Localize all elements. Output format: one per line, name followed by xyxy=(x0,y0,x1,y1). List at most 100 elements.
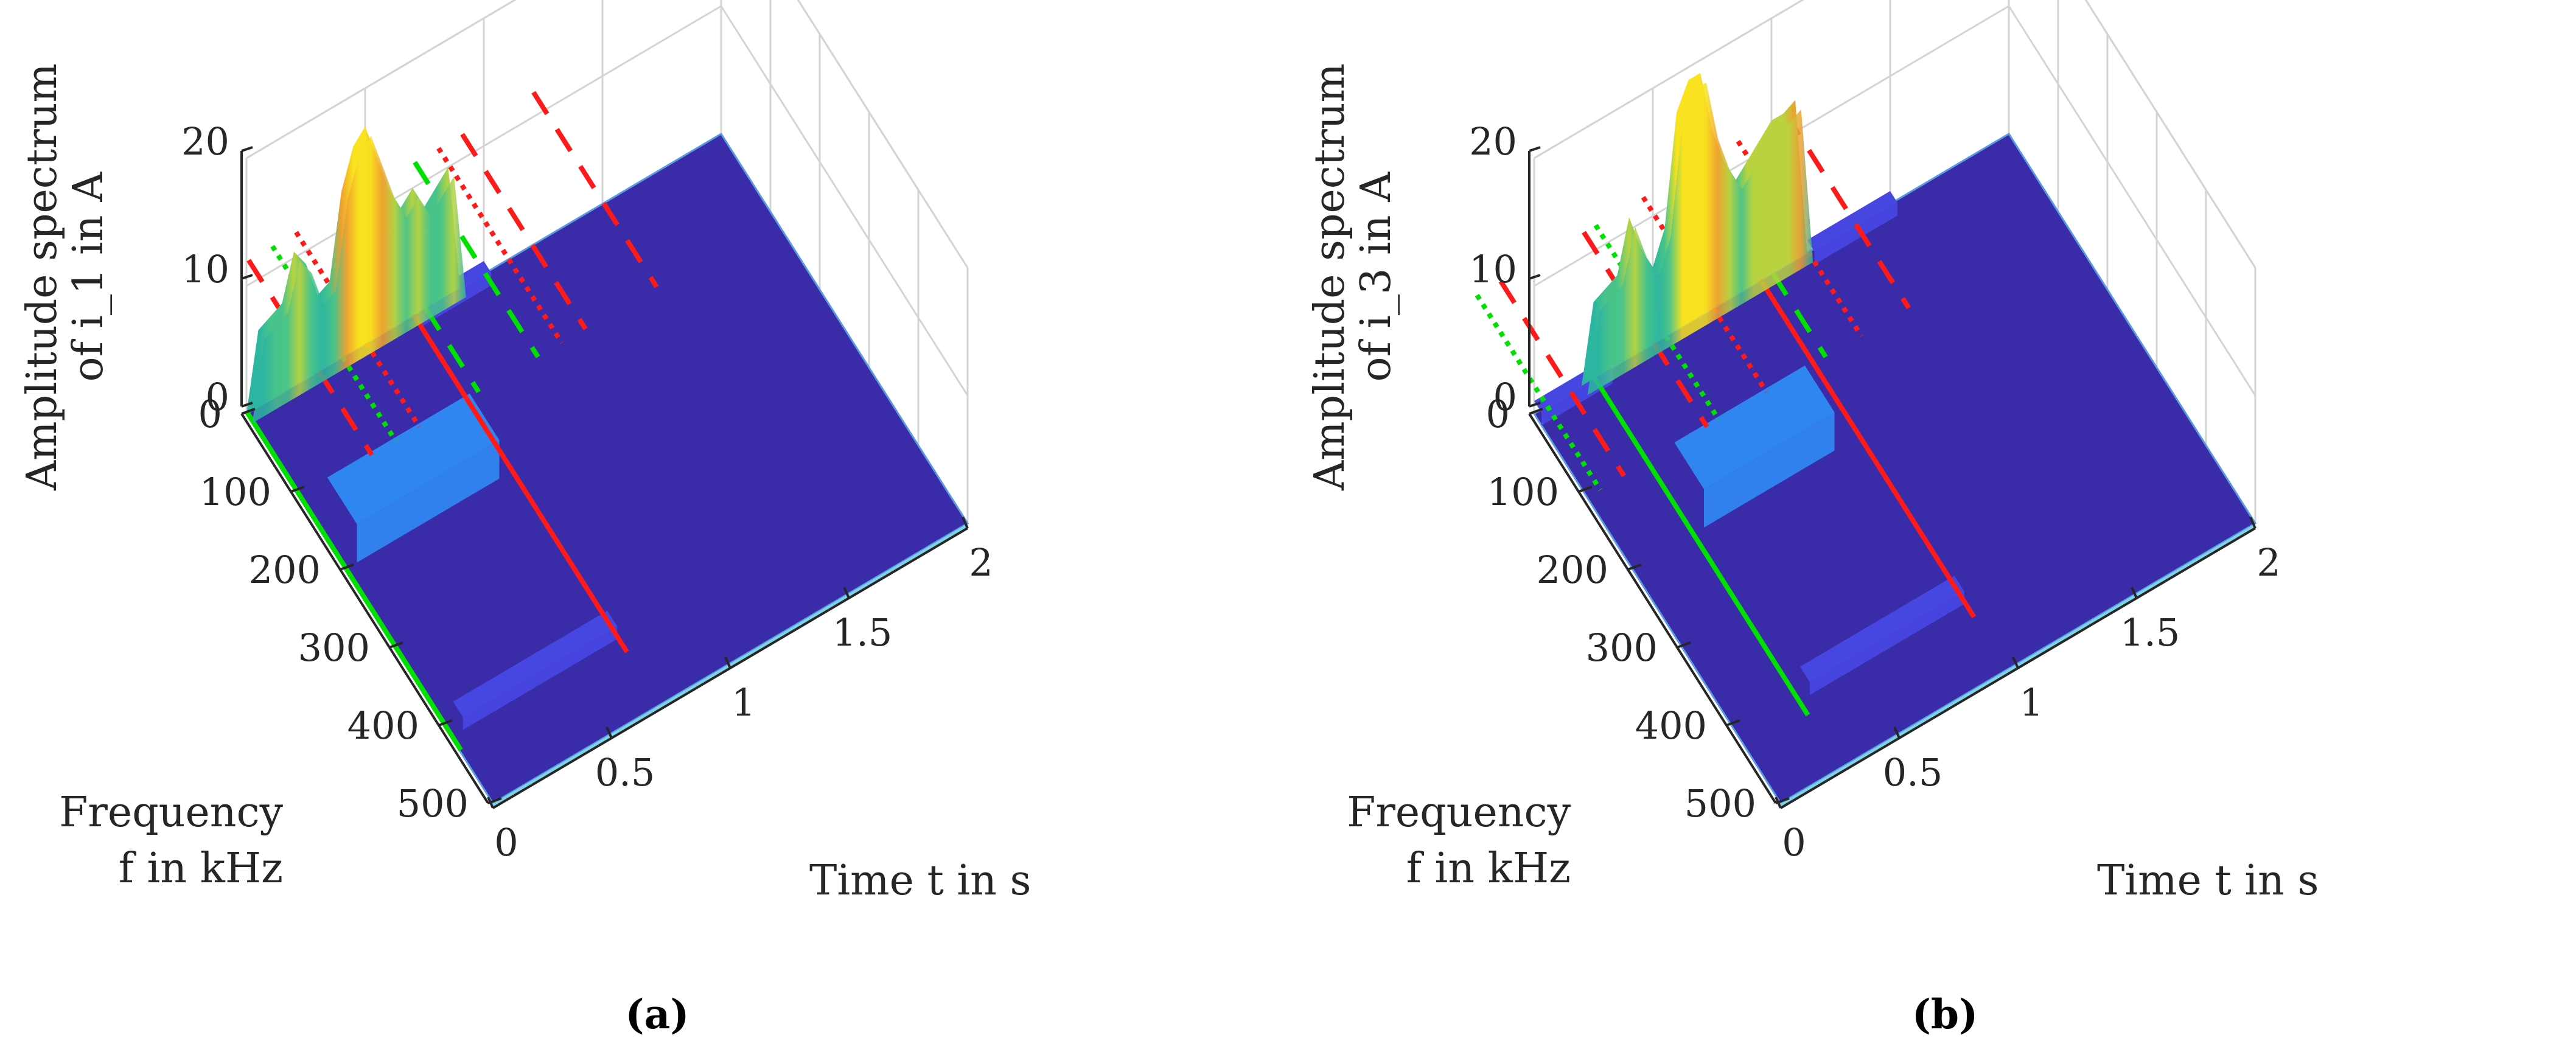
f-tick-label-2: 200 xyxy=(1537,548,1608,592)
f-tick-3 xyxy=(389,641,403,649)
band-0 xyxy=(1674,365,1835,489)
t-tick-label-1: 0.5 xyxy=(1883,750,1943,795)
z-axis-label-line1: Amplitude spectrum xyxy=(18,63,66,491)
t-tick-3 xyxy=(2131,587,2138,599)
t-axis-label: Time t in s xyxy=(2097,857,2319,905)
z-tick-label-0: 0 xyxy=(1493,375,1517,419)
t-axis-label: Time t in s xyxy=(809,857,1031,905)
band-1 xyxy=(1800,576,1964,683)
event-line-3 xyxy=(1783,111,1911,310)
t-tick-label-1: 0.5 xyxy=(595,750,655,795)
band-front-1 xyxy=(462,626,618,730)
z-tick-label-0: 0 xyxy=(206,375,229,419)
grid-top-frame xyxy=(246,0,969,268)
f-tick-label-2: 200 xyxy=(249,548,321,592)
z-tick-label-2: 20 xyxy=(1469,119,1517,164)
f-tick-4 xyxy=(1726,719,1740,727)
surface-floor xyxy=(1532,132,2257,805)
f-tick-label-3: 300 xyxy=(1586,626,1658,670)
t-tick-label-2: 1 xyxy=(731,680,755,725)
f-axis-label-line1: Frequency xyxy=(1347,789,1571,837)
event-line-3 xyxy=(460,133,588,330)
f-tick-1 xyxy=(290,486,305,493)
event-line-4 xyxy=(531,91,659,288)
z-tick-1 xyxy=(1529,274,1541,280)
z-axis-label-line2: of i_3 in A xyxy=(1352,172,1400,382)
event-line-2 xyxy=(1582,231,1709,428)
z-tick-2 xyxy=(1529,146,1541,152)
t-tick-1 xyxy=(606,727,613,739)
f-tick-2 xyxy=(1627,563,1642,571)
f-tick-label-5: 500 xyxy=(397,781,469,826)
event-line-0 xyxy=(244,409,463,751)
t-tick-label-0: 0 xyxy=(494,820,518,865)
band-front-0 xyxy=(1704,412,1835,528)
band-3 xyxy=(1807,191,1898,252)
panel-b: 0 10 20 0 100 200 300 400 500 0 0.5 1 1.5 2 Amplitude … xyxy=(1288,0,2575,1049)
f-tick-0 xyxy=(241,408,256,415)
t-tick-1 xyxy=(1893,727,1901,739)
spectral-ridge-front xyxy=(252,136,466,423)
event-line-1 xyxy=(1757,277,1977,619)
f-axis-label-line2: f in kHz xyxy=(119,845,283,893)
f-axis xyxy=(240,413,489,804)
t-tick-label-3: 1.5 xyxy=(832,610,893,655)
t-tick-label-2: 1 xyxy=(2019,680,2043,725)
f-tick-1 xyxy=(1578,486,1593,493)
band-front-3 xyxy=(1814,203,1898,265)
z-axis-label-line1: Amplitude spectrum xyxy=(1306,63,1354,491)
z-tick-label-1: 10 xyxy=(181,247,229,291)
t-tick-0 xyxy=(487,796,494,809)
f-tick-label-1: 100 xyxy=(200,470,271,514)
grid-right-z-1 xyxy=(720,5,969,396)
surface-chart-b: 01020010020030040050000.511.52Amplitude … xyxy=(1306,0,2319,1038)
t-tick-4 xyxy=(962,517,969,529)
t-tick-label-0: 0 xyxy=(1782,820,1806,865)
t-tick-label-4: 2 xyxy=(2257,540,2280,585)
event-line-2 xyxy=(246,259,374,456)
event-line-9 xyxy=(413,161,540,358)
event-line-8 xyxy=(353,195,481,394)
panel-a: 0 10 20 0 100 200 300 400 500 0 0.5 1 1.5 2 Amplitude … xyxy=(18,0,1031,1038)
t-tick-label-4: 2 xyxy=(969,540,993,585)
f-tick-0 xyxy=(1529,408,1543,415)
f-tick-4 xyxy=(438,719,453,727)
f-axis xyxy=(1528,413,1777,804)
t-tick-0 xyxy=(1775,796,1782,809)
spectral-ridge-front xyxy=(1587,82,1813,396)
f-tick-label-0: 0 xyxy=(198,392,222,436)
event-line-4 xyxy=(1498,279,1626,478)
panel-caption: (b) xyxy=(1912,991,1978,1038)
t-tick-2 xyxy=(724,657,731,669)
panel-caption: (a) xyxy=(625,991,689,1038)
z-tick-label-1: 10 xyxy=(1469,247,1517,291)
f-tick-label-4: 400 xyxy=(347,703,419,748)
event-line-1 xyxy=(410,312,629,653)
grid-right-z-1 xyxy=(2008,5,2257,396)
z-axis-label-line2: of i_1 in A xyxy=(65,172,113,382)
f-tick-2 xyxy=(340,563,354,571)
z-tick-2 xyxy=(241,146,253,152)
event-line-0 xyxy=(1591,375,1810,717)
surface-chart-a: 01020010020030040050000.511.52Amplitude … xyxy=(18,0,1031,1038)
grid-top-frame xyxy=(1534,0,2257,268)
f-tick-3 xyxy=(1677,641,1691,649)
t-tick-4 xyxy=(2249,517,2257,529)
f-axis-label-line1: Frequency xyxy=(59,789,283,837)
f-tick-label-1: 100 xyxy=(1487,470,1559,514)
z-tick-0 xyxy=(241,402,253,408)
z-tick-0 xyxy=(1529,402,1541,408)
f-tick-label-0: 0 xyxy=(1486,392,1510,436)
band-0 xyxy=(327,393,500,524)
band-front-0 xyxy=(357,440,500,563)
f-tick-label-5: 500 xyxy=(1684,781,1756,826)
f-tick-label-4: 400 xyxy=(1635,703,1707,748)
z-tick-label-2: 20 xyxy=(181,119,229,164)
band-1 xyxy=(453,610,618,717)
band-front-1 xyxy=(1810,591,1964,695)
t-tick-2 xyxy=(2012,657,2019,669)
event-line-9 xyxy=(1700,161,1828,358)
f-axis-label-line2: f in kHz xyxy=(1406,845,1571,893)
t-tick-3 xyxy=(843,587,850,599)
